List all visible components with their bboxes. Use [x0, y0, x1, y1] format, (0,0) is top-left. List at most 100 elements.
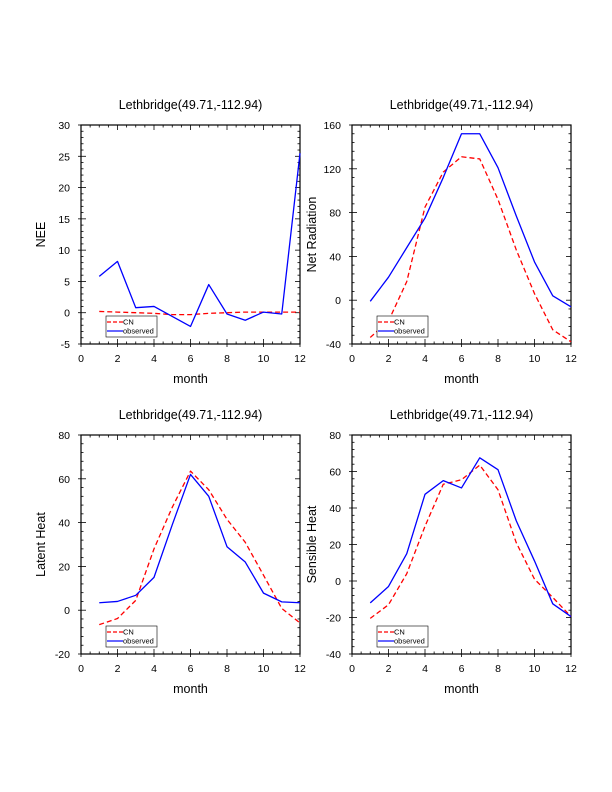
series-line-cn — [369, 156, 572, 343]
x-tick-label: 8 — [224, 353, 230, 365]
x-tick-label: 2 — [386, 353, 392, 365]
chart-sensible-heat: Lethbridge(49.71,-112.94) 0 2 4 6 8 10 12 -40 -20… — [305, 408, 577, 696]
x-tick-label: 8 — [224, 663, 230, 675]
legend-box — [105, 315, 158, 338]
y-tick-label: 80 — [58, 430, 70, 442]
legend-label-observed: observed — [123, 637, 154, 646]
y-axis-label: NEE — [34, 222, 48, 248]
y-tick-label: -20 — [55, 649, 70, 661]
x-tick-label: 4 — [422, 663, 428, 675]
y-tick-label: 80 — [329, 430, 341, 442]
y-tick-label: -40 — [326, 649, 341, 661]
plot-frame — [351, 124, 572, 345]
x-tick-label: 0 — [78, 353, 84, 365]
x-tick-label: 2 — [386, 663, 392, 675]
x-tick-label: 4 — [422, 353, 428, 365]
y-tick-label: 15 — [58, 214, 70, 226]
y-tick-label: 40 — [58, 518, 70, 530]
y-tick-label: 0 — [64, 605, 70, 617]
legend-label-observed: observed — [394, 637, 425, 646]
x-tick-label: 12 — [294, 663, 306, 675]
chart-title: Lethbridge(49.71,-112.94) — [390, 98, 534, 112]
y-tick-label: 10 — [58, 245, 70, 257]
x-tick-label: 6 — [459, 663, 465, 675]
x-tick-label: 10 — [258, 353, 270, 365]
x-tick-label: 10 — [529, 663, 541, 675]
chart-nee: Lethbridge(49.71,-112.94) 0 2 4 6 8 10 12 -5 0 5 10… — [34, 98, 306, 386]
y-tick-label: 30 — [58, 120, 70, 132]
legend-label-cn: CN — [394, 318, 405, 327]
y-tick-label: 0 — [64, 308, 70, 320]
x-tick-label: 0 — [349, 663, 355, 675]
chart-latent-heat: Lethbridge(49.71,-112.94) 0 2 4 6 8 10 12 -20 0 20… — [34, 408, 306, 696]
y-tick-label: 60 — [329, 467, 341, 479]
x-axis-label: month — [444, 372, 479, 386]
x-tick-label: 2 — [115, 663, 121, 675]
y-tick-label: 120 — [323, 164, 341, 176]
x-tick-label: 0 — [349, 353, 355, 365]
x-tick-label: 8 — [495, 353, 501, 365]
legend-label-cn: CN — [123, 318, 134, 327]
y-tick-label: 160 — [323, 120, 341, 132]
x-tick-label: 12 — [565, 353, 577, 365]
x-axis-label: month — [444, 682, 479, 696]
x-tick-label: 12 — [294, 353, 306, 365]
x-tick-label: 2 — [115, 353, 121, 365]
x-axis-label: month — [173, 682, 208, 696]
y-tick-label: -40 — [326, 339, 341, 351]
y-tick-label: 60 — [58, 474, 70, 486]
y-tick-label: 20 — [58, 561, 70, 573]
chart-title: Lethbridge(49.71,-112.94) — [119, 408, 263, 422]
y-tick-label: 25 — [58, 151, 70, 163]
x-tick-label: 10 — [258, 663, 270, 675]
y-tick-label: 20 — [329, 540, 341, 552]
y-tick-label: 80 — [329, 208, 341, 220]
y-tick-label: 40 — [329, 503, 341, 515]
y-tick-label: 20 — [58, 183, 70, 195]
plot-frame — [80, 124, 301, 345]
chart-title: Lethbridge(49.71,-112.94) — [390, 408, 534, 422]
y-axis-label: Sensible Heat — [305, 505, 319, 583]
y-tick-label: 0 — [335, 576, 341, 588]
legend-label-cn: CN — [394, 628, 405, 637]
y-tick-label: 5 — [64, 276, 70, 288]
plot-frame — [80, 434, 301, 655]
chart-title: Lethbridge(49.71,-112.94) — [119, 98, 263, 112]
x-tick-label: 10 — [529, 353, 541, 365]
x-tick-label: 8 — [495, 663, 501, 675]
series-line-cn — [99, 470, 301, 626]
series-line-observed — [369, 133, 572, 308]
x-tick-label: 6 — [459, 353, 465, 365]
legend-label-observed: observed — [123, 327, 154, 336]
legend-label-observed: observed — [394, 327, 425, 336]
y-tick-label: -5 — [61, 339, 70, 351]
y-axis-label: Latent Heat — [34, 512, 48, 577]
x-tick-label: 6 — [188, 353, 194, 365]
y-tick-label: 40 — [329, 251, 341, 263]
x-tick-label: 4 — [151, 353, 157, 365]
series-line-observed — [99, 473, 301, 604]
x-axis-label: month — [173, 372, 208, 386]
plot-frame — [351, 434, 572, 655]
y-axis-label: Net Radiation — [305, 197, 319, 273]
legend-box — [105, 625, 158, 648]
legend-label-cn: CN — [123, 628, 134, 637]
legend-box — [376, 315, 429, 338]
y-tick-label: -20 — [326, 613, 341, 625]
chart-net-radiation: Lethbridge(49.71,-112.94) 0 2 4 6 8 10 12 -40 0 40… — [305, 98, 577, 386]
series-line-cn — [99, 310, 300, 316]
x-tick-label: 0 — [78, 663, 84, 675]
series-line-observed — [369, 457, 572, 618]
x-tick-label: 4 — [151, 663, 157, 675]
legend-box — [376, 625, 429, 648]
x-tick-label: 12 — [565, 663, 577, 675]
y-tick-label: 0 — [335, 295, 341, 307]
x-tick-label: 6 — [188, 663, 194, 675]
series-line-cn — [369, 464, 572, 619]
series-line-observed — [98, 153, 301, 328]
